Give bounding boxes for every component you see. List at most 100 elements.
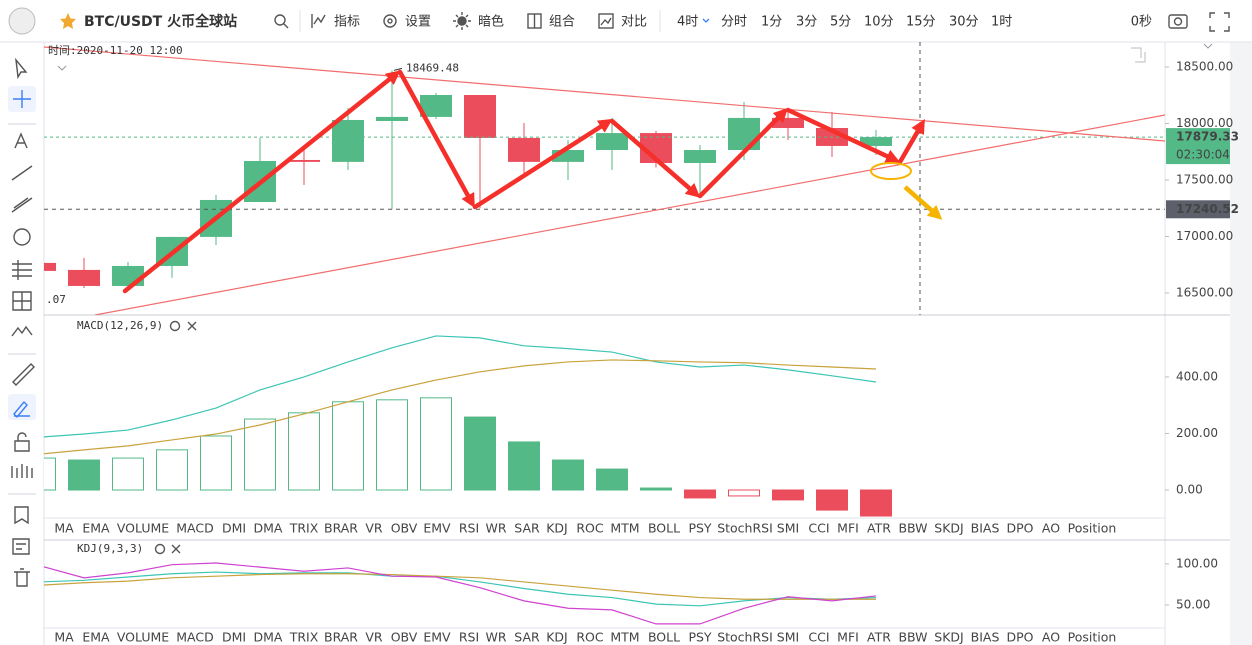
indicator-tab[interactable]: ROC <box>576 630 604 645</box>
indicator-tab[interactable]: BBW <box>898 521 927 536</box>
kdj-pane-controls[interactable] <box>154 543 181 555</box>
indicator-tab[interactable]: MA <box>54 630 74 645</box>
indicator-tab[interactable]: RSI <box>459 521 479 536</box>
indicator-tab[interactable]: TRIX <box>289 630 319 645</box>
indicator-tab[interactable]: DMI <box>222 630 246 645</box>
indicator-tab[interactable]: EMA <box>82 521 110 536</box>
collapse-icon[interactable] <box>57 65 67 71</box>
cursor-tool[interactable] <box>15 57 28 80</box>
interval-button[interactable]: 分时 <box>721 15 747 30</box>
interval-dropdown[interactable] <box>702 18 710 23</box>
interval-button[interactable]: 4时 <box>677 15 698 30</box>
indicator-tab[interactable]: SKDJ <box>934 521 963 536</box>
indicator-tab[interactable]: EMV <box>423 630 451 645</box>
indicator-tab[interactable]: DMI <box>222 521 246 536</box>
indicator-tab[interactable]: BOLL <box>648 521 680 536</box>
ellipse-tool[interactable] <box>13 228 31 246</box>
search-icon[interactable] <box>274 14 289 29</box>
gann-tool[interactable] <box>12 291 32 311</box>
pattern-tool[interactable] <box>11 325 33 337</box>
interval-button[interactable]: 1分 <box>761 15 782 30</box>
indicator-tab[interactable]: SMI <box>777 630 799 645</box>
indicator-tab[interactable]: VOLUME <box>117 521 169 536</box>
indicator-tab[interactable]: VR <box>365 630 383 645</box>
channel-tool[interactable] <box>11 197 33 213</box>
delete-tool[interactable] <box>14 568 30 587</box>
indicator-tab[interactable]: BRAR <box>324 630 358 645</box>
indicator-tab[interactable]: MFI <box>837 630 859 645</box>
indicator-tab[interactable]: SAR <box>514 630 540 645</box>
indicator-tab[interactable]: KDJ <box>546 521 568 536</box>
pane-maximize[interactable] <box>1131 47 1146 63</box>
indicator-tab[interactable]: ATR <box>867 630 891 645</box>
indicator-tab[interactable]: AO <box>1042 521 1060 536</box>
indicator-tab[interactable]: SKDJ <box>934 630 963 645</box>
indicator-tab[interactable]: MTM <box>610 630 639 645</box>
toolbar-button[interactable]: 指标 <box>334 15 360 30</box>
indicator-tab[interactable]: DPO <box>1006 630 1033 645</box>
screenshot-icon[interactable] <box>1168 14 1188 29</box>
interval-button[interactable]: 30分 <box>949 15 979 30</box>
indicator-tab[interactable]: BBW <box>898 630 927 645</box>
indicator-tab[interactable]: OBV <box>391 521 418 536</box>
indicator-tab[interactable]: MFI <box>837 521 859 536</box>
indicator-tab[interactable]: MACD <box>176 630 213 645</box>
axis-menu[interactable] <box>1203 43 1213 49</box>
indicator-tab[interactable]: BOLL <box>648 630 680 645</box>
template-tool[interactable] <box>12 538 30 555</box>
indicator-tab[interactable]: KDJ <box>546 630 568 645</box>
indicator-tab[interactable]: DMA <box>254 630 283 645</box>
indicator-tab[interactable]: DPO <box>1006 521 1033 536</box>
indicator-tab[interactable]: Position <box>1068 630 1117 645</box>
indicator-tab[interactable]: MA <box>54 521 74 536</box>
bookmark-tool[interactable] <box>14 506 29 525</box>
symbol[interactable]: BTC/USDT 火币全球站 <box>84 13 237 30</box>
indicator-tab[interactable]: EMV <box>423 521 451 536</box>
brush-tool[interactable] <box>13 400 30 419</box>
indicator-tab[interactable]: DMA <box>254 521 283 536</box>
indicator-tab[interactable]: PSY <box>688 630 711 645</box>
indicator-tab[interactable]: StochRSI <box>717 630 773 645</box>
indicator-tab[interactable]: RSI <box>459 630 479 645</box>
crosshair-tool[interactable] <box>13 90 31 108</box>
interval-button[interactable]: 5分 <box>830 15 851 30</box>
favorite-star[interactable] <box>60 13 76 29</box>
indicator-tab[interactable]: SMI <box>777 521 799 536</box>
fib-tool[interactable] <box>12 260 32 280</box>
toolbar-button[interactable]: 暗色 <box>478 14 504 30</box>
indicator-tab[interactable]: OBV <box>391 630 418 645</box>
interval-button[interactable]: 3分 <box>796 15 817 30</box>
indicator-tab[interactable]: MACD <box>176 521 213 536</box>
lock-tool[interactable] <box>14 432 30 452</box>
visibility-tool[interactable] <box>11 464 33 478</box>
indicator-tab[interactable]: CCI <box>808 630 829 645</box>
indicator-tab[interactable]: EMA <box>82 630 110 645</box>
indicator-tab[interactable]: MTM <box>610 521 639 536</box>
text-tool[interactable] <box>14 132 28 149</box>
indicator-tab[interactable]: VOLUME <box>117 630 169 645</box>
indicator-tab[interactable]: CCI <box>808 521 829 536</box>
indicator-tab[interactable]: StochRSI <box>717 521 773 536</box>
indicator-tab[interactable]: BRAR <box>324 521 358 536</box>
indicator-tab[interactable]: PSY <box>688 521 711 536</box>
ruler-tool[interactable] <box>12 363 35 386</box>
indicator-tab[interactable]: WR <box>485 630 506 645</box>
indicator-tab[interactable]: ATR <box>867 521 891 536</box>
trendline-tool[interactable] <box>11 165 33 181</box>
toolbar-button[interactable]: 组合 <box>549 15 575 30</box>
interval-button[interactable]: 1时 <box>991 15 1012 30</box>
indicator-tab[interactable]: WR <box>485 521 506 536</box>
indicator-tab[interactable]: TRIX <box>289 521 319 536</box>
interval-button[interactable]: 15分 <box>906 15 936 30</box>
indicator-tab[interactable]: ROC <box>576 521 604 536</box>
indicator-tab[interactable]: VR <box>365 521 383 536</box>
indicator-tab[interactable]: BIAS <box>971 521 1000 536</box>
toolbar-button[interactable]: 设置 <box>405 15 431 30</box>
indicator-tab[interactable]: SAR <box>514 521 540 536</box>
macd-pane-controls[interactable] <box>169 320 197 332</box>
indicator-tab[interactable]: AO <box>1042 630 1060 645</box>
indicator-tab[interactable]: BIAS <box>971 630 1000 645</box>
interval-button[interactable]: 10分 <box>864 15 894 30</box>
indicator-tab[interactable]: Position <box>1068 521 1117 536</box>
fullscreen-icon[interactable] <box>1209 12 1230 32</box>
